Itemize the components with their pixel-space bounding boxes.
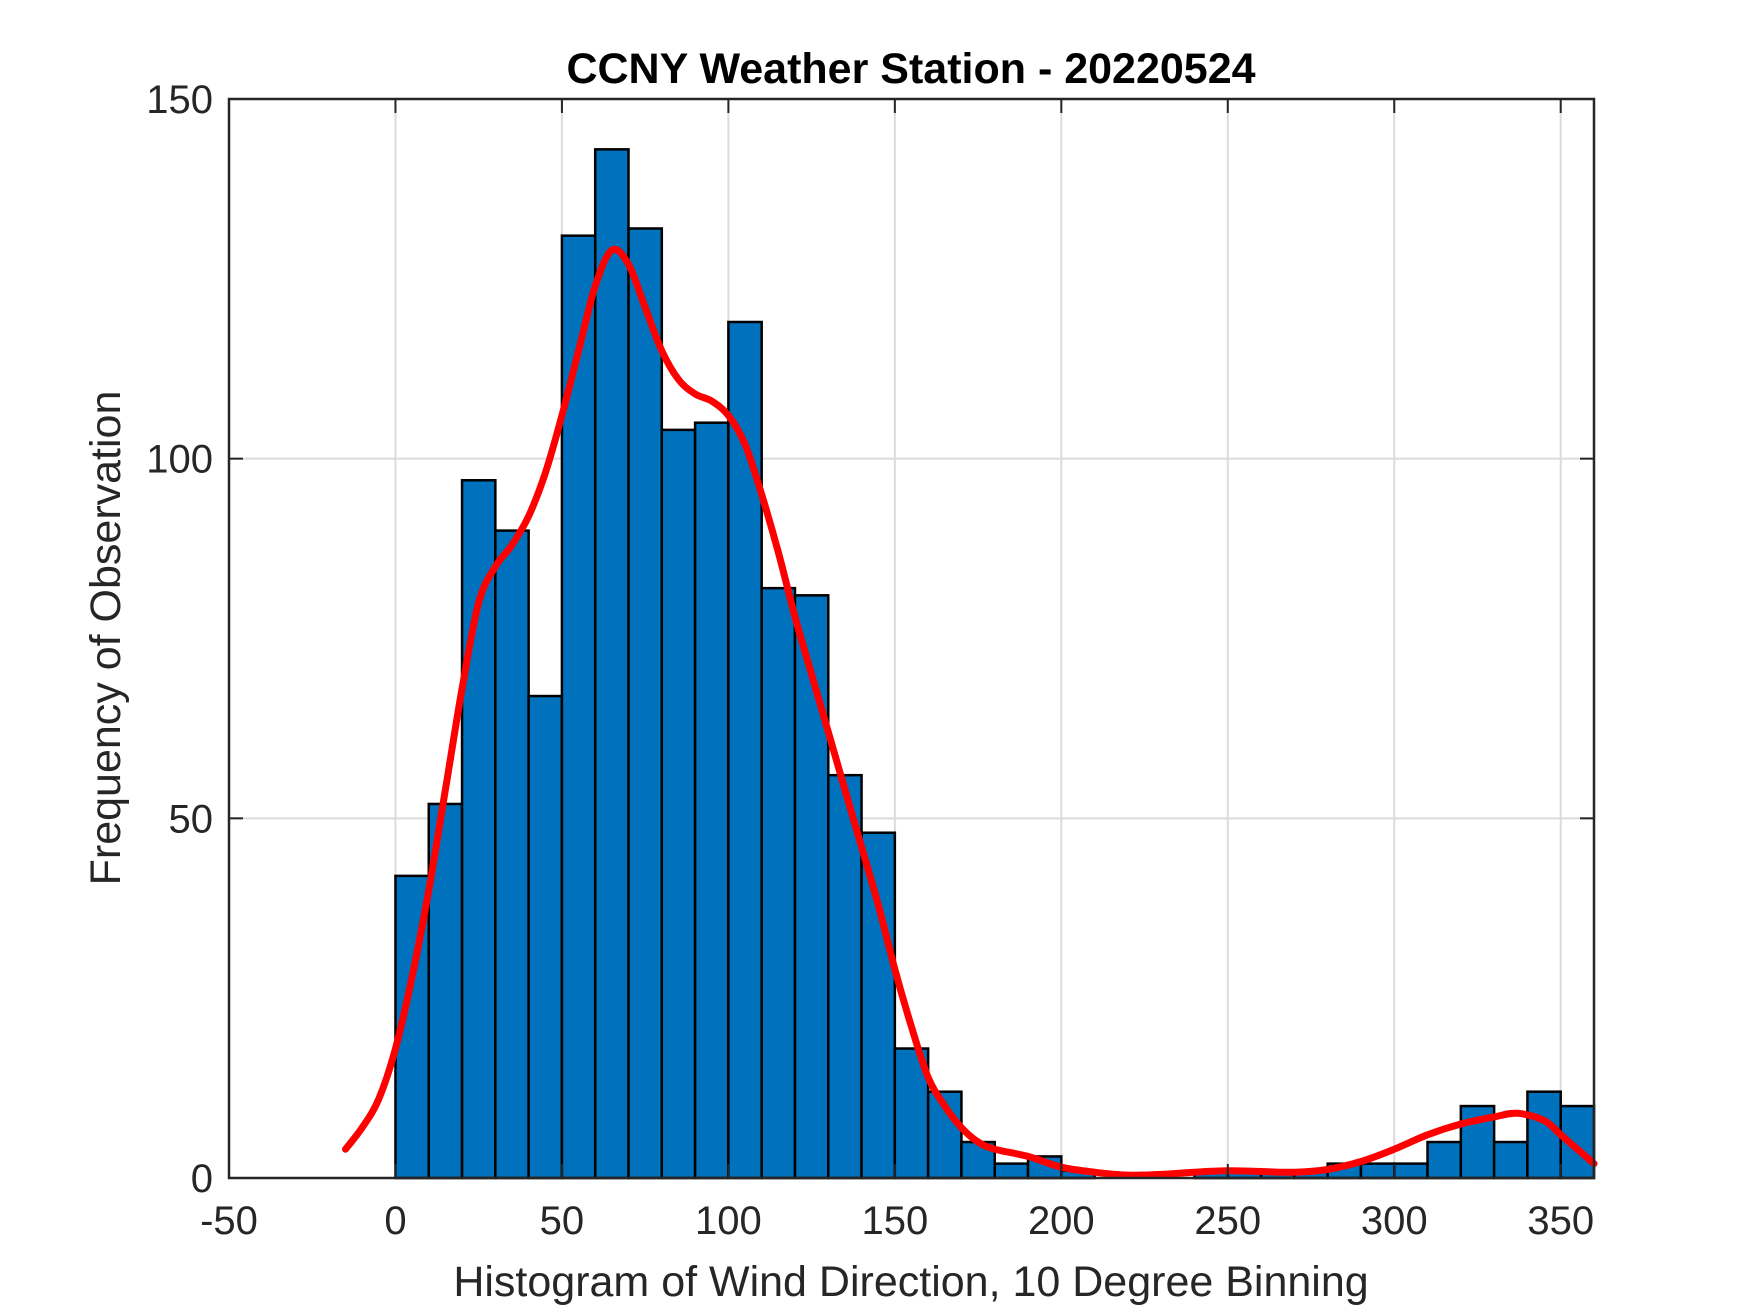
histogram-bar bbox=[593, 148, 630, 1180]
histogram-bar bbox=[793, 594, 830, 1180]
axes-box bbox=[227, 97, 1596, 1180]
x-tick-label: -50 bbox=[200, 1199, 258, 1243]
histogram-bar bbox=[760, 586, 797, 1180]
density-fit-curve bbox=[342, 245, 1598, 1179]
histogram-bar bbox=[627, 227, 664, 1180]
y-tick-label: 150 bbox=[146, 78, 213, 122]
histogram-bar bbox=[1359, 1162, 1396, 1180]
histogram-bar bbox=[1392, 1162, 1429, 1180]
histogram-bar bbox=[494, 529, 530, 1180]
histogram-bar bbox=[827, 773, 863, 1180]
histogram-bar bbox=[560, 234, 597, 1180]
x-tick-label: 200 bbox=[1028, 1199, 1095, 1243]
chart-title: CCNY Weather Station - 20220524 bbox=[566, 45, 1255, 93]
x-tick-label: 50 bbox=[540, 1199, 585, 1243]
y-axis-label: Frequency of Observation bbox=[82, 391, 130, 886]
histogram-bar bbox=[993, 1162, 1030, 1180]
histogram-bar bbox=[860, 831, 897, 1180]
y-tick-label: 100 bbox=[146, 438, 213, 482]
axis-ticks bbox=[228, 98, 1594, 1179]
histogram-bar bbox=[660, 428, 697, 1180]
histogram-bar bbox=[1492, 1140, 1529, 1180]
histogram-bar bbox=[727, 320, 763, 1180]
y-tick-label: 0 bbox=[191, 1157, 213, 1201]
x-tick-label: 300 bbox=[1361, 1199, 1428, 1243]
histogram-bar bbox=[693, 421, 730, 1180]
histogram-bar bbox=[1426, 1140, 1463, 1180]
x-tick-label: 0 bbox=[384, 1199, 406, 1243]
x-tick-label: 250 bbox=[1194, 1199, 1261, 1243]
x-tick-label: 100 bbox=[695, 1199, 762, 1243]
x-tick-label: 150 bbox=[861, 1199, 928, 1243]
y-tick-label: 50 bbox=[169, 797, 214, 841]
x-axis-label: Histogram of Wind Direction, 10 Degree B… bbox=[453, 1258, 1368, 1306]
histogram-bar bbox=[1559, 1104, 1596, 1180]
x-tick-label: 350 bbox=[1527, 1199, 1594, 1243]
histogram-bar bbox=[527, 694, 564, 1180]
histogram-bar bbox=[460, 478, 497, 1180]
